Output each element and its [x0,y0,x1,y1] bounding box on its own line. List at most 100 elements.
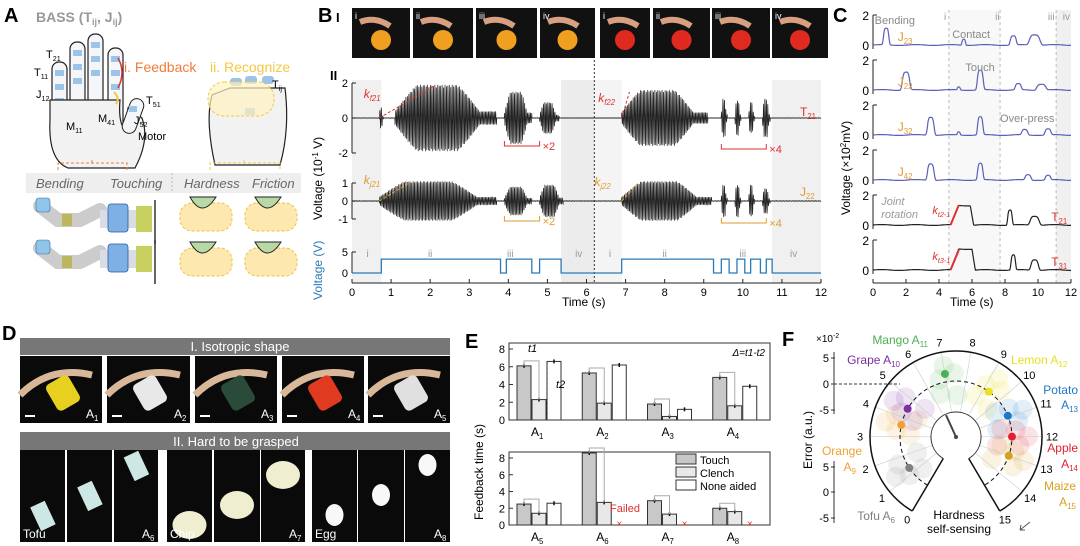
robot-hand [17,369,93,398]
t2-label: t2 [556,379,565,391]
y-tick-label: 4 [499,380,505,392]
delta-bracket [588,447,605,503]
angular-tick-label: 12 [1046,431,1058,443]
y-axis-label-signal: Voltage (10-1 V) [311,137,325,220]
sample-cloud [987,419,1008,440]
group-label: A8 [727,530,739,546]
text-part: A [844,460,852,474]
object-label: A8 [434,527,446,543]
x-tick-label: 2 [427,287,433,299]
sample-cloud [977,398,998,419]
text-part: 15 [1067,502,1076,511]
text-part: A [596,530,604,544]
feedback-label: i. Feedback [124,59,197,75]
text-part: T [800,105,808,119]
delta-bracket [654,495,670,515]
text-part: 51 [153,101,161,109]
red-object [731,30,751,50]
fingertip-sensor [254,196,282,209]
bar-touch [647,500,662,526]
trace-t21 [873,204,1071,226]
slope-label: kf21 [364,87,381,103]
text-part: Mango A [872,333,919,347]
sample-cloud [991,434,1012,455]
text-part: 8 [442,534,446,543]
photo-phase-label: iii [479,11,485,21]
text-part: A [662,530,670,544]
text-part: t2-1 [938,211,950,219]
text-part: M [66,121,75,133]
chip-object [266,461,300,489]
bar-none-aided [742,385,758,421]
phase-shading [772,80,821,283]
text-part: f21 [370,94,381,103]
angular-tick-label: 6 [905,349,911,361]
angular-tick-label: 15 [999,515,1011,527]
text-part: 3 [670,432,674,441]
bar-clench [727,511,743,526]
x-tick-label: 3 [466,287,472,299]
phase-shading [1056,10,1071,283]
phase-shading [352,80,382,283]
joint-sensor [62,214,72,226]
robot-hand [279,369,355,398]
trace-label: J22 [800,185,815,201]
group-label: A3 [662,425,674,441]
text-part: A [142,527,150,541]
text-part: 7 [297,534,301,543]
text-part: T [1051,255,1059,269]
slope-label: kj22 [594,175,611,191]
text-part: M [98,113,107,125]
text-part: A [86,407,94,421]
radial-gridline [975,452,1023,492]
y-tick-label: 4 [499,487,505,499]
text-part: 32 [904,127,913,136]
feedback-arrow [117,57,123,89]
text-part: A [662,425,670,439]
radial-gridline [889,452,937,492]
grasp-photo-strip: i ii iii iv i ii iii iv [352,8,828,58]
thumb [121,98,145,134]
angular-tick-label: 3 [857,431,863,443]
angular-tick-label: 5 [880,370,886,382]
y-tick-label: 2 [862,99,869,113]
caption-line1: Hardness [933,508,984,522]
bar-touch [516,503,532,526]
x-axis-label-time: Time (s) [562,295,606,309]
x-tick-label: 5 [544,287,550,299]
sample-label: Apple A14 [1047,441,1078,473]
text-part: j22 [599,182,611,191]
row-label: T21 [1051,210,1067,226]
text-part: A [174,407,182,421]
text-part: k [364,87,371,101]
bar-clench [531,399,547,421]
bar-none-aided [611,364,627,421]
repeat-bracket [720,218,767,224]
x-tick-label: 0 [349,287,355,299]
radial-gridline [890,381,938,422]
object-label: A1 [86,407,98,423]
y-tick-label: 0 [862,219,869,233]
phase-label: ii [662,249,666,260]
bass-title: BASS (Tij, Jij) [36,9,122,27]
text-part: k [364,173,371,187]
angular-tick-label: 2 [862,464,868,476]
annotation: Touch [965,62,994,74]
sample-cloud [906,442,927,463]
hand-label: T51 [146,95,161,109]
slope-line [379,181,411,202]
x-tick-label: 12 [1065,287,1077,299]
hand-label: T11 [34,67,48,81]
slope-label: kj21 [364,173,380,189]
y-tick-label: 0 [342,113,348,125]
boundary-spoke [968,458,1001,512]
outer-arc [869,350,1043,512]
y-tick-label: 8 [499,453,505,465]
x-tick-label: 6 [583,287,589,299]
x-tick-label: 4 [505,287,511,299]
object-label: A3 [261,407,273,423]
trace-j22 [873,69,1071,92]
phase-shading [594,80,622,283]
text-part: T [272,79,279,91]
text-part: 6 [150,534,154,543]
